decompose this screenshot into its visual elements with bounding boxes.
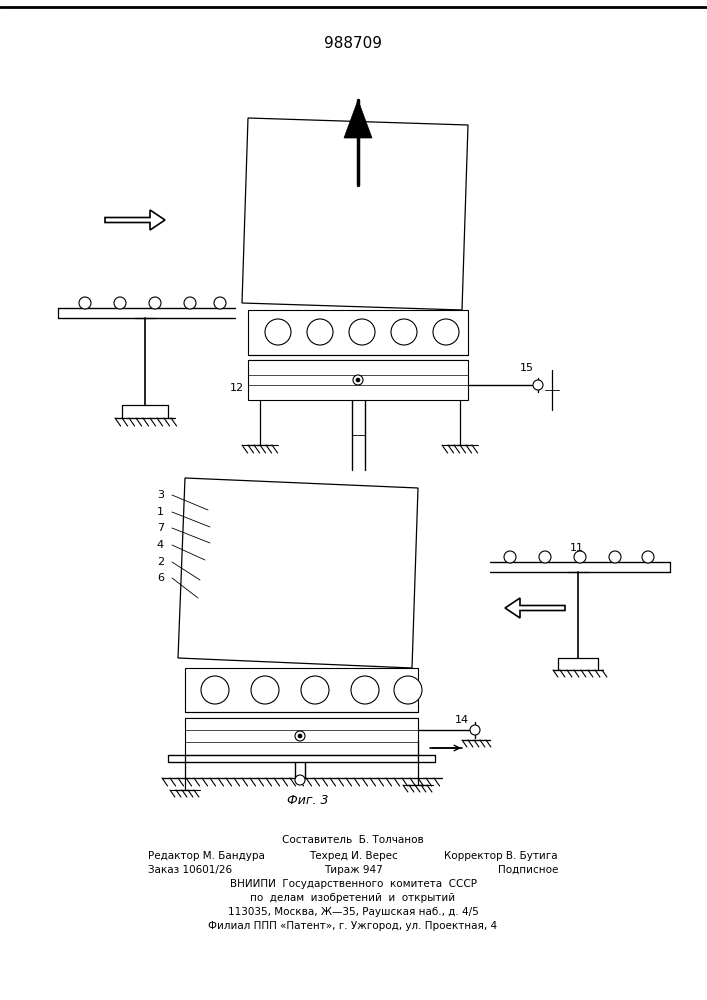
Text: 1: 1: [157, 507, 164, 517]
Text: 2: 2: [157, 557, 164, 567]
Polygon shape: [344, 100, 372, 138]
Circle shape: [184, 297, 196, 309]
Circle shape: [295, 775, 305, 785]
Text: Корректор В. Бутига: Корректор В. Бутига: [445, 851, 558, 861]
Circle shape: [298, 734, 302, 738]
Text: по  делам  изобретений  и  открытий: по делам изобретений и открытий: [250, 893, 455, 903]
Text: Составитель  Б. Толчанов: Составитель Б. Толчанов: [282, 835, 424, 845]
Circle shape: [251, 676, 279, 704]
Text: 7: 7: [157, 523, 164, 533]
Text: Редактор М. Бандура: Редактор М. Бандура: [148, 851, 265, 861]
Circle shape: [356, 378, 360, 382]
Circle shape: [574, 551, 586, 563]
Circle shape: [149, 297, 161, 309]
Circle shape: [295, 731, 305, 741]
Circle shape: [201, 676, 229, 704]
Circle shape: [642, 551, 654, 563]
Circle shape: [79, 297, 91, 309]
Text: 988709: 988709: [324, 35, 382, 50]
Text: 11: 11: [570, 543, 584, 553]
Text: Филиал ППП «Патент», г. Ужгород, ул. Проектная, 4: Филиал ППП «Патент», г. Ужгород, ул. Про…: [209, 921, 498, 931]
Polygon shape: [242, 118, 468, 310]
Text: 15: 15: [520, 363, 534, 373]
Polygon shape: [178, 478, 418, 668]
Circle shape: [114, 297, 126, 309]
Text: 113035, Москва, Ж—35, Раушская наб., д. 4/5: 113035, Москва, Ж—35, Раушская наб., д. …: [228, 907, 479, 917]
Circle shape: [391, 319, 417, 345]
Text: Тираж 947: Тираж 947: [324, 865, 382, 875]
Text: Заказ 10601/26: Заказ 10601/26: [148, 865, 232, 875]
Polygon shape: [248, 360, 468, 400]
Text: 14: 14: [455, 715, 469, 725]
Circle shape: [504, 551, 516, 563]
Text: ВНИИПИ  Государственного  комитета  СССР: ВНИИПИ Государственного комитета СССР: [230, 879, 477, 889]
Text: 6: 6: [157, 573, 164, 583]
Polygon shape: [505, 598, 565, 618]
Circle shape: [433, 319, 459, 345]
Circle shape: [394, 676, 422, 704]
Text: 4: 4: [157, 540, 164, 550]
Text: 12: 12: [230, 383, 244, 393]
Circle shape: [609, 551, 621, 563]
Text: Фиг. 3: Фиг. 3: [287, 794, 329, 806]
Text: Техред И. Верес: Техред И. Верес: [309, 851, 397, 861]
Text: Подписное: Подписное: [498, 865, 558, 875]
Polygon shape: [105, 210, 165, 230]
Circle shape: [351, 676, 379, 704]
Circle shape: [349, 319, 375, 345]
Circle shape: [301, 676, 329, 704]
Circle shape: [539, 551, 551, 563]
Circle shape: [307, 319, 333, 345]
Polygon shape: [185, 718, 418, 755]
Circle shape: [533, 380, 543, 390]
Polygon shape: [248, 310, 468, 355]
Circle shape: [470, 725, 480, 735]
Polygon shape: [185, 668, 418, 712]
Circle shape: [214, 297, 226, 309]
Circle shape: [353, 375, 363, 385]
Text: 3: 3: [157, 490, 164, 500]
Circle shape: [265, 319, 291, 345]
